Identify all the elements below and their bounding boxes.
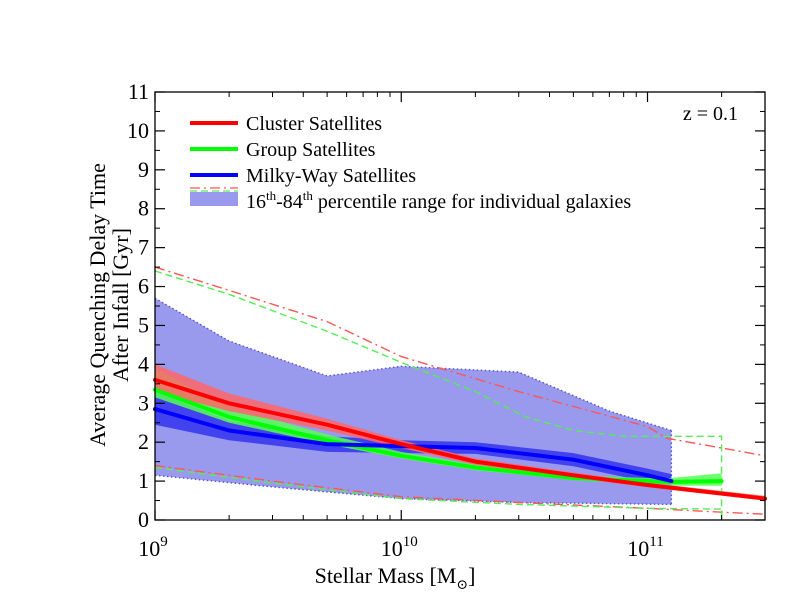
legend-label-part: percentile range for individual galaxies bbox=[313, 191, 631, 213]
percentile-84-cluster-satellites bbox=[154, 266, 766, 457]
y-axis-title-line-2: After Infall [Gyr] bbox=[108, 228, 133, 382]
x-tick-label: 1011 bbox=[627, 534, 663, 561]
x-tick-label: 1010 bbox=[381, 534, 418, 561]
percentile-lines bbox=[154, 266, 766, 520]
legend: Cluster Satellites Group Satellites Milky-… bbox=[190, 113, 631, 213]
y-tick-label: 9 bbox=[138, 157, 149, 182]
percentile-84-milky-way bbox=[154, 297, 672, 432]
x-tick-exponent: 10 bbox=[403, 534, 418, 550]
redshift-annotation: z = 0.1 bbox=[683, 103, 738, 125]
mean-lines bbox=[153, 377, 767, 501]
legend-label-percentile-range: 16th-84th percentile range for individua… bbox=[246, 188, 631, 213]
axis-ticks bbox=[154, 91, 766, 521]
mean-line-cluster-satellites bbox=[153, 377, 767, 501]
y-tick-label: 10 bbox=[127, 118, 149, 143]
legend-label-sup: th bbox=[303, 188, 314, 203]
y-tick-label: 1 bbox=[138, 468, 149, 493]
x-tick-exponent: 9 bbox=[160, 534, 168, 550]
y-tick-label: 3 bbox=[138, 390, 149, 415]
x-tick-label: 109 bbox=[138, 534, 168, 561]
legend-label-part: -84 bbox=[276, 191, 303, 213]
x-tick-exponent: 11 bbox=[649, 534, 663, 550]
percentile-84-group-satellites bbox=[154, 270, 723, 520]
y-axis-title-line-1: Average Quenching Delay Time bbox=[85, 163, 110, 447]
error-band-milky-way-satellites bbox=[155, 391, 672, 487]
y-tick-label: 0 bbox=[138, 507, 149, 532]
y-tick-label: 5 bbox=[138, 312, 149, 337]
legend-label-milky-way-satellites: Milky-Way Satellites bbox=[246, 165, 416, 187]
legend-label-cluster-satellites: Cluster Satellites bbox=[246, 113, 382, 135]
y-tick-label: 4 bbox=[138, 351, 149, 376]
y-tick-label: 11 bbox=[128, 79, 149, 104]
y-tick-label: 6 bbox=[138, 274, 149, 299]
y-axis-title: Average Quenching Delay Time After Infal… bbox=[85, 163, 133, 447]
mean-line-group-satellites bbox=[153, 387, 724, 484]
legend-swatch-percentile-band bbox=[190, 192, 238, 206]
x-tick-base: 10 bbox=[627, 536, 649, 561]
x-tick-base: 10 bbox=[138, 536, 160, 561]
y-tick-label: 8 bbox=[138, 196, 149, 221]
x-tick-base: 10 bbox=[381, 536, 403, 561]
legend-label-group-satellites: Group Satellites bbox=[246, 139, 376, 161]
x-axis-title-main: Stellar Mass [M bbox=[315, 563, 457, 588]
y-tick-label: 7 bbox=[138, 235, 149, 260]
x-axis-title: Stellar Mass [M⊙] bbox=[315, 563, 476, 593]
mean-line-milky-way-satellites bbox=[153, 407, 674, 484]
x-axis-title-end: ] bbox=[468, 563, 475, 588]
legend-label-part: 16 bbox=[246, 191, 266, 213]
y-tick-label: 2 bbox=[138, 429, 149, 454]
legend-label-sup: th bbox=[266, 188, 277, 203]
percentile-16-group-satellites bbox=[154, 466, 723, 520]
x-axis-title-sub: ⊙ bbox=[456, 578, 468, 593]
